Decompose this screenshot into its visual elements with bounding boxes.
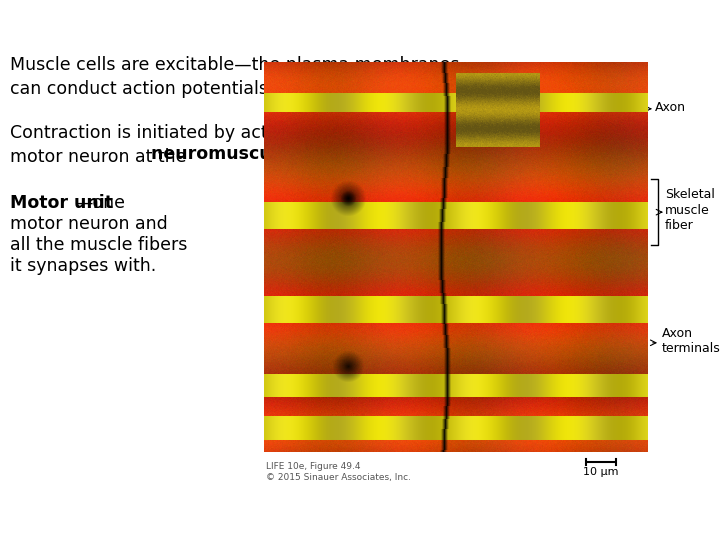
Text: How Do Muscles Contract?: How Do Muscles Contract? xyxy=(7,13,247,31)
Text: motor neuron and: motor neuron and xyxy=(10,215,168,233)
Text: Axon: Axon xyxy=(655,102,686,114)
Text: 10 μm: 10 μm xyxy=(583,467,618,477)
Text: .: . xyxy=(287,145,293,163)
Text: LIFE 10e, Figure 49.4: LIFE 10e, Figure 49.4 xyxy=(266,462,361,471)
Text: it synapses with.: it synapses with. xyxy=(10,257,156,275)
Text: neuromuscular junction: neuromuscular junction xyxy=(151,145,384,163)
Text: Motor unit: Motor unit xyxy=(10,194,113,212)
Text: Contraction is initiated by action potentials from a
motor neuron at the: Contraction is initiated by action poten… xyxy=(10,124,449,166)
Text: all the muscle fibers: all the muscle fibers xyxy=(10,236,187,254)
Text: —one: —one xyxy=(75,194,125,212)
Text: Axon
terminals: Axon terminals xyxy=(662,327,720,355)
Text: Muscle cells are excitable—the plasma membranes
can conduct action potentials.: Muscle cells are excitable—the plasma me… xyxy=(10,56,459,98)
Text: Skeletal
muscle
fiber: Skeletal muscle fiber xyxy=(665,188,715,232)
Text: © 2015 Sinauer Associates, Inc.: © 2015 Sinauer Associates, Inc. xyxy=(266,473,411,482)
